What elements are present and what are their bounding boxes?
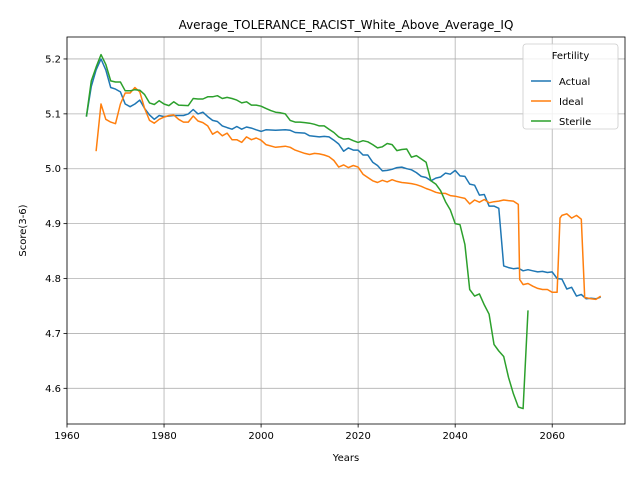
y-tick-label: 5.2 — [45, 54, 61, 65]
x-tick-label: 2000 — [248, 431, 273, 442]
legend-box — [522, 43, 619, 130]
legend: Fertility Actual Ideal Sterile — [522, 43, 619, 130]
y-axis-label: Score(3-6) — [18, 204, 29, 256]
series-line-ideal — [95, 86, 602, 301]
x-tick-label: 2040 — [442, 431, 467, 442]
plot-frame — [66, 36, 626, 425]
legend-items: Actual Ideal Sterile — [531, 77, 591, 128]
x-axis-label: Years — [332, 453, 359, 464]
y-tick-label: 4.9 — [45, 219, 61, 230]
legend-label-sterile: Sterile — [559, 117, 591, 128]
series-line-sterile — [85, 53, 529, 410]
y-axis: 4.6 4.7 4.8 4.9 5.0 5.1 5.2 — [45, 54, 67, 395]
legend-title: Fertility — [552, 51, 590, 62]
grid-lines — [66, 37, 625, 424]
y-tick-label: 4.6 — [45, 384, 61, 395]
x-tick-label: 1960 — [54, 431, 79, 442]
x-axis: 1960 1980 2000 2020 2040 2060 — [54, 424, 565, 442]
x-tick-label: 2020 — [345, 431, 370, 442]
y-tick-label: 4.8 — [45, 274, 61, 285]
x-tick-label: 2060 — [539, 431, 564, 442]
chart-title: Average_TOLERANCE_RACIST_White_Above_Ave… — [179, 18, 514, 32]
y-tick-label: 5.1 — [45, 109, 61, 120]
y-tick-label: 4.7 — [45, 329, 61, 340]
x-tick-label: 1980 — [151, 431, 176, 442]
y-tick-label: 5.0 — [45, 164, 61, 175]
series-lines — [85, 53, 602, 410]
legend-label-ideal: Ideal — [559, 97, 583, 108]
legend-label-actual: Actual — [559, 77, 590, 88]
